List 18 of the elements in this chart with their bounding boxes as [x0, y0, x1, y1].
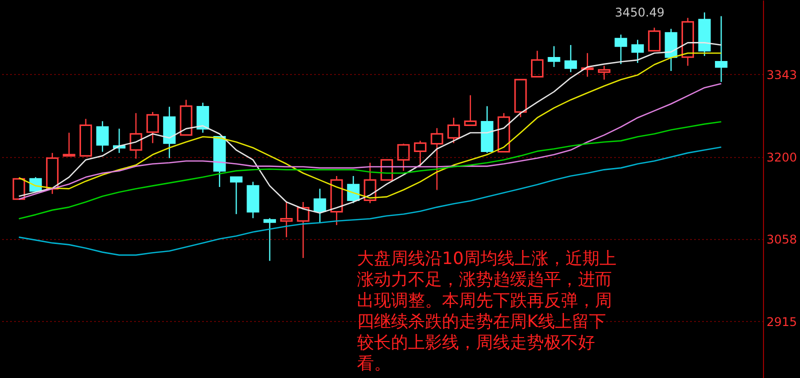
line-series — [18, 121, 722, 220]
candlestick — [598, 65, 610, 80]
candlestick — [564, 44, 577, 73]
candlestick — [163, 106, 176, 159]
line-series — [18, 83, 722, 200]
y-tick-label: 3200 — [766, 150, 798, 164]
y-tick-label: 3343 — [766, 68, 798, 82]
candlestick — [280, 201, 293, 238]
candlestick — [714, 16, 728, 83]
candlestick — [196, 102, 210, 134]
candlestick — [46, 152, 59, 195]
candlestick — [296, 201, 310, 259]
candlestick — [682, 17, 694, 66]
annotation: 大盘周线沿10周均线上涨，近期上涨动力不足，涨势趋缓趋平，进而出现调整。本周先下跌再反弹，周四继续杀跌的走势在周K线上留下较长的上影线，周线走势极不好看。 — [357, 249, 617, 374]
candlestick — [314, 188, 326, 224]
y-tick-label: 3058 — [766, 232, 798, 246]
y-tick-label: 2915 — [766, 314, 798, 329]
annotation: 3450.49 — [614, 5, 664, 20]
